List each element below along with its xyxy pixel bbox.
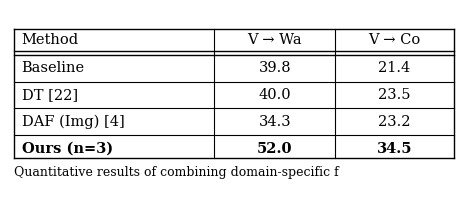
Text: 34.3: 34.3 (258, 115, 291, 129)
Text: 23.5: 23.5 (378, 88, 411, 102)
Text: 39.8: 39.8 (258, 61, 291, 75)
Text: V → Wa: V → Wa (248, 33, 302, 47)
Text: 21.4: 21.4 (379, 61, 411, 75)
Text: V → Co: V → Co (368, 33, 421, 47)
Text: Method: Method (22, 33, 79, 47)
Text: 40.0: 40.0 (258, 88, 291, 102)
Text: Baseline: Baseline (22, 61, 85, 75)
Text: 23.2: 23.2 (378, 115, 411, 129)
Text: Quantitative results of combining domain-specific f: Quantitative results of combining domain… (14, 166, 339, 179)
Text: DAF (Img) [4]: DAF (Img) [4] (22, 115, 124, 129)
Text: DT [22]: DT [22] (22, 88, 78, 102)
Text: 52.0: 52.0 (257, 142, 292, 156)
Text: 34.5: 34.5 (377, 142, 412, 156)
Text: Ours (n=3): Ours (n=3) (22, 142, 113, 156)
